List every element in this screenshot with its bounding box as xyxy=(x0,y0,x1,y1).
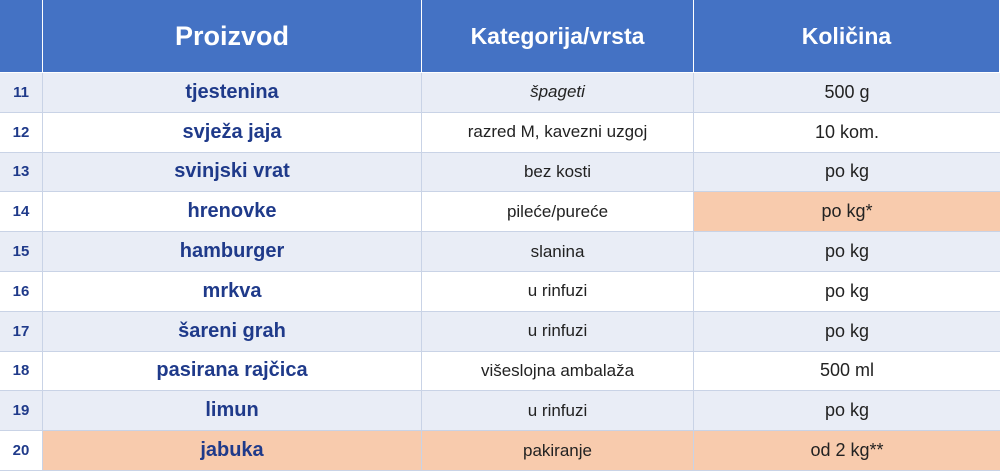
row-number: 15 xyxy=(0,232,43,271)
header-product: Proizvod xyxy=(43,0,422,72)
row-quantity: 500 ml xyxy=(819,360,875,381)
row-category: razred M, kavezni uzgoj xyxy=(422,112,694,152)
row-category: u rinfuzi xyxy=(422,391,694,431)
row-quantity: po kg xyxy=(824,161,870,182)
table-row: 15 hamburger slanina po kg xyxy=(0,232,1000,272)
row-product: mrkva xyxy=(43,271,422,311)
table-row: 11 tjestenina špageti 500 g xyxy=(0,73,1000,113)
table-row-highlighted: 20 jabuka pakiranje od 2 kg** xyxy=(0,431,1000,471)
row-product: jabuka xyxy=(43,431,422,470)
row-product: šareni grah xyxy=(43,311,422,351)
row-product: tjestenina xyxy=(43,73,422,112)
row-quantity: po kg xyxy=(824,320,870,341)
table-row: 14 hrenovke pileće/pureće po kg* xyxy=(0,192,1000,233)
row-number: 11 xyxy=(0,73,43,112)
row-number: 19 xyxy=(0,391,43,431)
row-number: 13 xyxy=(0,152,43,192)
table-row: 19 limun u rinfuzi po kg xyxy=(0,391,1000,432)
row-product: svinjski vrat xyxy=(43,152,422,192)
row-quantity: po kg xyxy=(824,400,870,421)
row-category: u rinfuzi xyxy=(422,271,694,311)
row-quantity: 10 kom. xyxy=(814,121,880,142)
table-row: 18 pasirana rajčica višeslojna ambalaža … xyxy=(0,351,1000,392)
row-product: svježa jaja xyxy=(43,112,422,152)
row-quantity: 500 g xyxy=(824,81,870,102)
row-product: hrenovke xyxy=(43,192,422,232)
row-number: 12 xyxy=(0,112,43,152)
row-category: slanina xyxy=(422,232,694,271)
row-category: pakiranje xyxy=(422,431,694,470)
row-quantity: od 2 kg** xyxy=(810,440,884,461)
header-category: Kategorija/vrsta xyxy=(422,0,694,72)
row-category: u rinfuzi xyxy=(422,311,694,351)
table-row: 12 svježa jaja razred M, kavezni uzgoj 1… xyxy=(0,112,1000,153)
row-product: limun xyxy=(43,391,422,431)
row-number: 16 xyxy=(0,271,43,311)
row-category: pileće/pureće xyxy=(422,192,694,232)
row-product: hamburger xyxy=(43,232,422,271)
row-quantity: po kg xyxy=(824,280,870,301)
row-number: 17 xyxy=(0,311,43,351)
header-quantity: Količina xyxy=(694,0,1000,72)
header-number xyxy=(0,0,43,72)
row-number: 20 xyxy=(0,431,43,470)
row-number: 18 xyxy=(0,351,43,391)
row-category: bez kosti xyxy=(422,152,694,192)
row-product: pasirana rajčica xyxy=(43,351,422,391)
row-category: višeslojna ambalaža xyxy=(422,351,694,391)
row-quantity-highlighted: po kg* xyxy=(694,192,1000,232)
table-row: 13 svinjski vrat bez kosti po kg xyxy=(0,152,1000,193)
row-number: 14 xyxy=(0,192,43,232)
table-row: 16 mrkva u rinfuzi po kg xyxy=(0,271,1000,312)
table-row: 17 šareni grah u rinfuzi po kg xyxy=(0,311,1000,352)
table-header: Proizvod Kategorija/vrsta Količina xyxy=(0,0,1000,73)
row-quantity: po kg xyxy=(824,241,870,262)
row-category: špageti xyxy=(422,73,694,112)
